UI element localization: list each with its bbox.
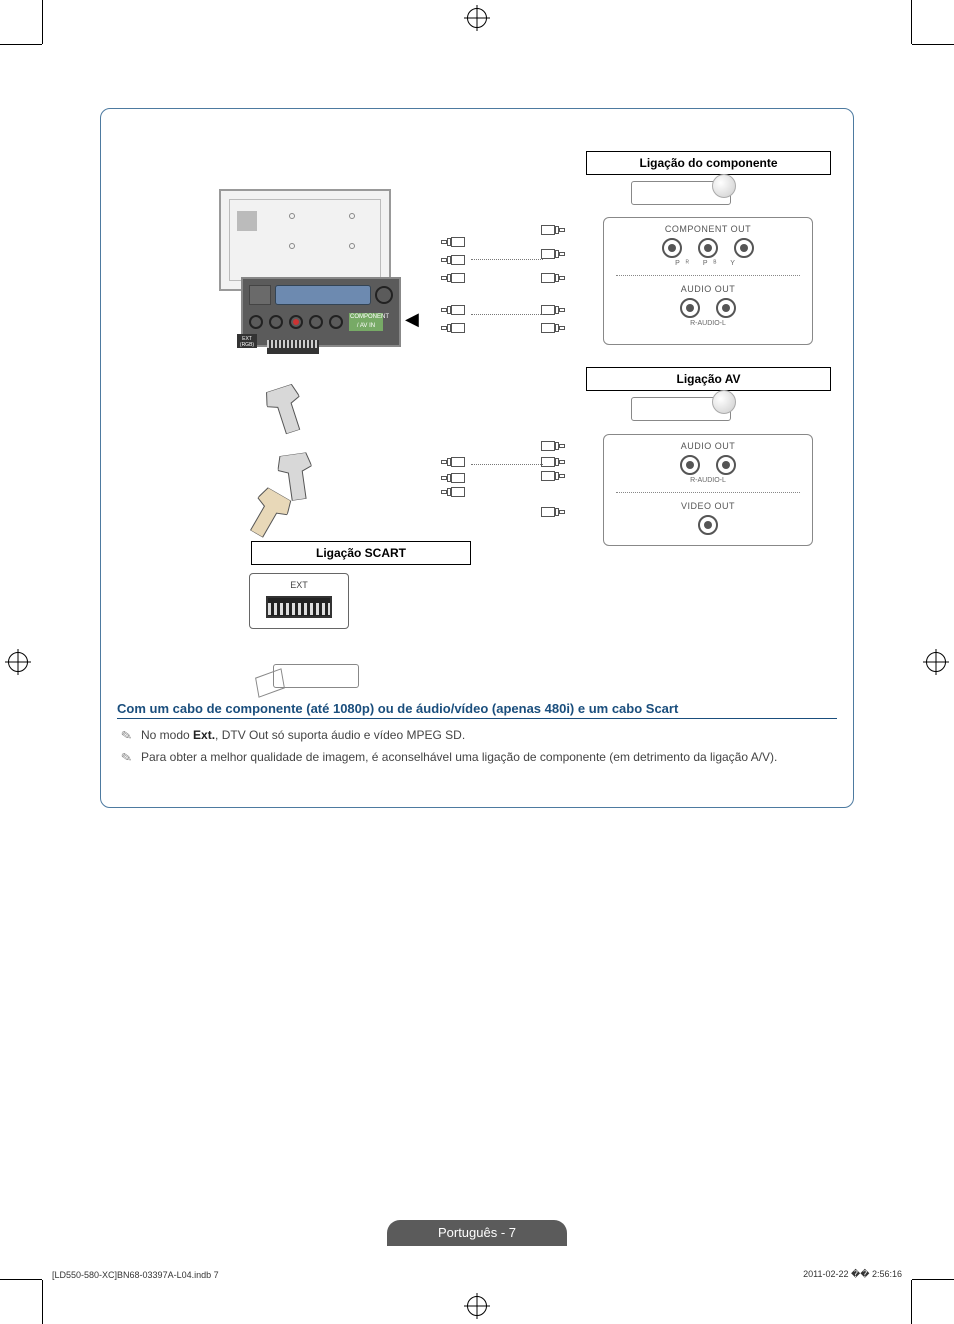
label-scart-connection: Ligação SCART [251,541,471,565]
rca-plug-icon [541,273,571,283]
rca-plug-icon [541,323,571,333]
rca-jack-icon [269,315,283,329]
rca-plug-icon [441,237,471,247]
port-sub-audio: R-AUDIO-L [604,320,812,327]
rca-plug-icon [541,305,571,315]
scart-plug-icon [263,383,310,437]
rca-jack-icon [309,315,323,329]
note-1-bold: Ext. [193,728,215,742]
rca-plug-icon [441,487,471,497]
jack-audio-l-icon [716,298,736,318]
component-avin-label: COMPONENT / AV IN [349,313,383,331]
jack-audio-r-icon [680,455,700,475]
section-title: Com um cabo de componente (até 1080p) ou… [117,701,837,719]
rca-plug-icon [541,225,571,235]
component-port-panel: COMPONENT OUT Pᴿ Pᴮ Y AUDIO OUT R-AUDIO-… [603,217,813,345]
crop-mark [912,1279,954,1280]
label-av-connection: Ligação AV [586,367,831,391]
ext-label: EXT [250,580,348,590]
ext-scart-port-icon [266,596,332,618]
crop-mark [912,44,954,45]
pc-audio-jack-icon [375,286,393,304]
rca-plug-icon [441,255,471,265]
registration-mark-icon [467,1296,487,1316]
registration-mark-icon [926,652,946,672]
port-title-component-out: COMPONENT OUT [604,224,812,234]
rca-plug-icon [441,457,471,467]
port-sublabels: Pᴿ Pᴮ Y [604,260,812,267]
crop-mark [42,1280,43,1324]
imprint-right: 2011-02-22 �� 2:56:16 [803,1269,902,1280]
jack-y-icon [734,238,754,258]
separator [616,275,800,276]
rca-plug-icon [441,473,471,483]
cable-line [471,314,543,315]
lan-port-icon [249,285,271,305]
notes-section: Com um cabo de componente (até 1080p) ou… [117,701,837,771]
rca-jack-icon [329,315,343,329]
av-port-panel: AUDIO OUT R-AUDIO-L VIDEO OUT [603,434,813,546]
separator [616,492,800,493]
port-title-audio-out-av: AUDIO OUT [604,441,812,451]
diagram-frame: Ligação do componente Ligação AV Ligação… [100,108,854,808]
rca-plug-icon [541,457,571,467]
tv-back-icon [219,189,391,291]
crop-mark [0,44,42,45]
vga-port-icon [275,285,371,305]
jack-audio-r-icon [680,298,700,318]
port-title-video-out: VIDEO OUT [604,501,812,511]
label-component-connection: Ligação do componente [586,151,831,175]
crop-mark [911,1280,912,1324]
rca-plug-icon [441,273,471,283]
imprint-left: [LD550-580-XC]BN68-03397A-L04.indb 7 [52,1270,219,1280]
tv-io-panel: COMPONENT / AV IN EXT (RGB) [241,277,401,347]
ext-port-box: EXT [249,573,349,629]
note-1: No modo Ext., DTV Out só suporta áudio e… [121,727,837,743]
scart-device-icon [273,664,359,688]
rca-plug-icon [441,323,471,333]
page-footer: Português - 7 [387,1220,567,1246]
jack-audio-l-icon [716,455,736,475]
cable-line [471,259,543,260]
crop-mark [911,0,912,44]
rca-plug-icon [441,305,471,315]
scart-port-icon [267,340,319,354]
jack-pr-icon [662,238,682,258]
port-sub-audio-av: R-AUDIO-L [604,477,812,484]
jack-pb-icon [698,238,718,258]
registration-mark-icon [467,8,487,28]
dvd-player-icon [631,397,731,421]
crop-mark [42,0,43,44]
note-1-pre: No modo [141,728,193,742]
rca-jack-icon [289,315,303,329]
note-2: Para obter a melhor qualidade de imagem,… [121,749,837,765]
note-1-post: , DTV Out só suporta áudio e vídeo MPEG … [215,728,465,742]
crop-mark [0,1279,42,1280]
rca-plug-icon [541,507,571,517]
antenna-jack-icon [249,315,263,329]
rca-plug-icon [541,471,571,481]
registration-mark-icon [8,652,28,672]
dvd-player-icon [631,181,731,205]
cable-line [471,464,543,465]
jack-video-icon [698,515,718,535]
port-title-audio-out: AUDIO OUT [604,284,812,294]
arrow-left-icon: ◀ [405,309,419,330]
rca-plug-icon [541,441,571,451]
rca-plug-icon [541,249,571,259]
